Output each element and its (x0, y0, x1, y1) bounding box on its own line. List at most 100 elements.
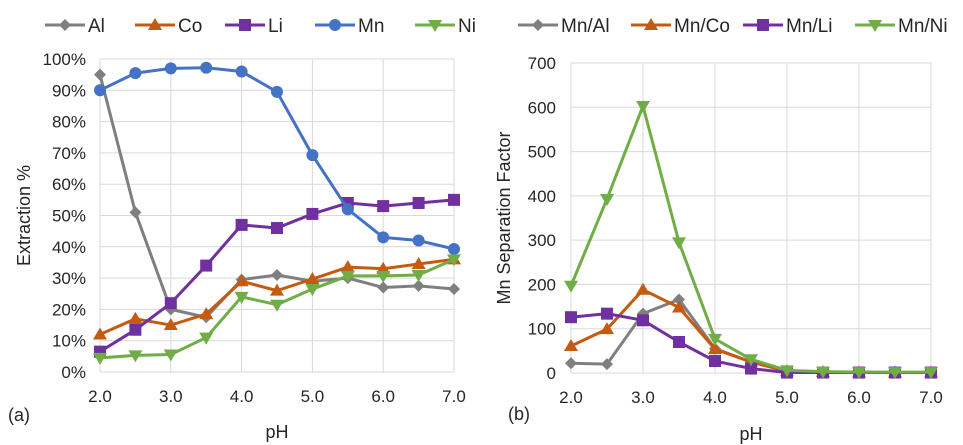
data-point (600, 193, 614, 206)
data-point (340, 270, 355, 283)
data-point (270, 299, 284, 312)
data-point (94, 68, 106, 81)
chart-panel-a: 0% 10% 20% 30% 40% 50% 60% 70% 80% 90% 100% 2.0 3.0 4… (8, 16, 476, 442)
y-axis-title: Extraction % (14, 165, 34, 266)
y-tick-label: 0% (61, 363, 86, 382)
legend-label: Mn (358, 16, 384, 37)
data-point (234, 274, 249, 287)
x-tick-label: 2.0 (559, 388, 583, 407)
data-point (601, 307, 613, 320)
x-axis-title: pH (739, 424, 762, 444)
y-tick-label: 100 (528, 320, 556, 339)
x-tick-label: 7.0 (442, 387, 466, 406)
data-point (637, 314, 649, 327)
y-tick-label: 0 (547, 364, 556, 383)
gridlines (570, 62, 932, 374)
data-point (672, 300, 686, 313)
data-point (234, 291, 249, 304)
data-point (601, 358, 613, 371)
data-point (447, 254, 461, 267)
y-tick-label: 50% (52, 207, 86, 226)
data-point (128, 311, 143, 324)
x-axis: 2.0 3.0 4.0 5.0 6.0 7.0 (88, 387, 466, 406)
data-point (271, 85, 283, 98)
data-point (377, 281, 390, 294)
legend-marker (329, 19, 341, 31)
data-point (340, 260, 355, 273)
y-tick-label: 10% (52, 332, 86, 351)
y-tick-label: 400 (528, 187, 556, 206)
data-point (270, 283, 284, 296)
data-point (235, 218, 248, 231)
data-point (780, 365, 794, 378)
x-tick-label: 4.0 (230, 387, 254, 406)
data-point (93, 352, 107, 365)
data-point (924, 367, 938, 380)
data-point (271, 222, 283, 235)
legend-item: Mn/Li (743, 16, 832, 37)
x-tick-label: 5.0 (775, 388, 799, 407)
data-point (271, 268, 283, 281)
data-point (128, 350, 143, 363)
data-point (672, 237, 686, 250)
data-point (564, 280, 578, 293)
data-point (412, 279, 425, 292)
legend: Mn/Al Mn/Co Mn/Li Mn/Ni (518, 16, 948, 37)
y-tick-label: 40% (52, 238, 86, 257)
x-tick-label: 6.0 (371, 387, 395, 406)
legend-item: Mn/Co (631, 16, 730, 37)
data-point (164, 297, 177, 310)
data-point (94, 84, 106, 97)
data-point (565, 311, 577, 324)
data-point (709, 355, 721, 368)
y-tick-label: 300 (528, 231, 556, 250)
data-point (448, 193, 460, 206)
data-point (412, 234, 425, 247)
legend-item: Mn (315, 16, 384, 37)
data-point (448, 242, 460, 255)
legend-label: Mn/Co (674, 16, 730, 37)
legend-item: Li (225, 16, 283, 37)
data-point (129, 323, 142, 336)
y-tick-label: 60% (52, 175, 86, 194)
x-tick-label: 6.0 (847, 388, 871, 407)
data-point (673, 293, 685, 306)
y-tick-label: 80% (52, 113, 86, 132)
data-point (565, 357, 577, 370)
series-mn-ni (564, 100, 938, 380)
data-point (306, 149, 319, 162)
data-point (164, 62, 177, 75)
data-point (745, 362, 757, 375)
data-point (341, 203, 354, 216)
y-tick-label: 700 (528, 54, 556, 73)
legend-item: Mn/Al (518, 16, 610, 37)
chart-panel-b: 0 100 200 300 400 500 600 700 2.0 3.0 4.0 5.0 6.0 7.0… (494, 16, 948, 444)
data-point (377, 231, 390, 244)
legend-label: Li (268, 16, 283, 37)
data-point (377, 200, 390, 213)
x-tick-label: 3.0 (159, 387, 183, 406)
data-point (163, 349, 178, 362)
legend-label: Al (88, 16, 105, 37)
legend-marker (148, 18, 162, 30)
data-point (163, 318, 178, 331)
data-point (376, 261, 391, 274)
y-tick-label: 20% (52, 300, 86, 319)
x-tick-label: 7.0 (919, 388, 943, 407)
x-tick-label: 3.0 (631, 388, 655, 407)
series-co (93, 252, 461, 340)
y-tick-label: 600 (528, 98, 556, 117)
legend-marker (757, 19, 769, 31)
data-point (636, 100, 650, 113)
gridlines (99, 58, 455, 373)
data-point (199, 332, 214, 345)
data-point (673, 336, 685, 348)
legend-marker (59, 19, 71, 31)
data-point (411, 257, 426, 270)
data-point (708, 342, 722, 355)
data-point (305, 272, 320, 285)
series-line (569, 104, 931, 374)
y-axis: 0% 10% 20% 30% 40% 50% 60% 70% 80% 90% 100% (43, 50, 86, 382)
data-point (93, 327, 107, 340)
